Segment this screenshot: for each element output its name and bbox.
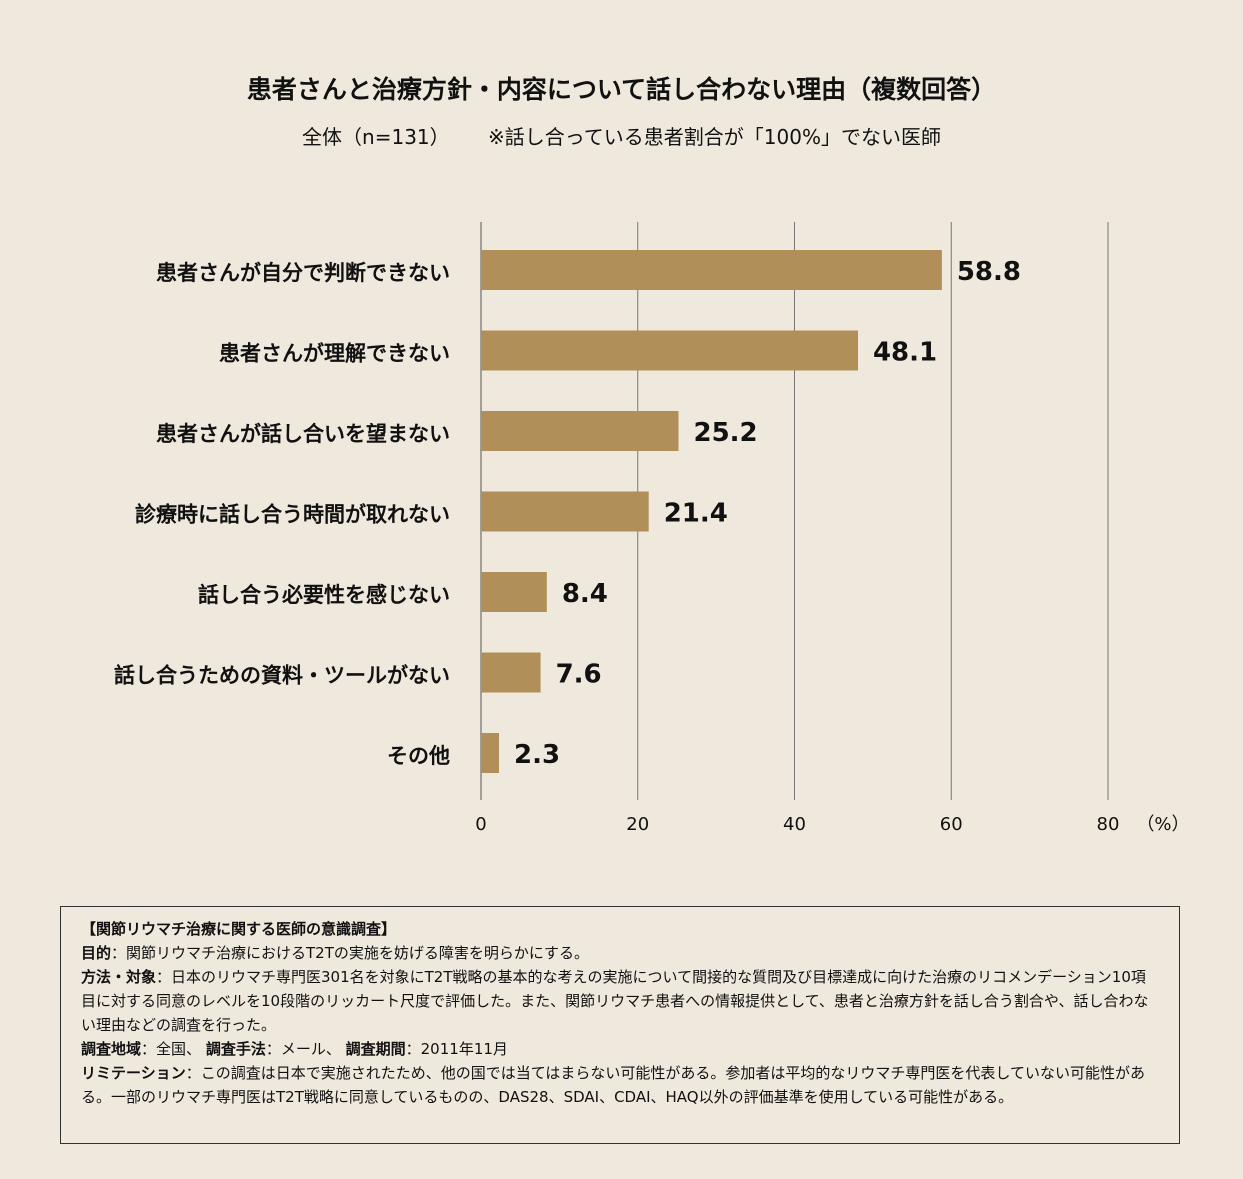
chart-subtitle: 全体（n=131） ※話し合っている患者割合が「100%」でない医師 <box>0 121 1243 150</box>
x-tick-label: 0 <box>475 814 486 835</box>
bar <box>481 250 942 290</box>
bar <box>481 733 500 773</box>
x-tick-label: 20 <box>626 814 649 835</box>
x-tick-label: 80 <box>1097 814 1120 835</box>
note-method: 方法・対象：日本のリウマチ専門医301名を対象にT2T戦略の基本的な考えの実施に… <box>81 968 1149 1034</box>
sample-size: 全体（n=131） <box>302 125 450 149</box>
category-label: 患者さんが自分で判断できない <box>156 261 450 285</box>
category-label: 話し合うための資料・ツールがない <box>114 664 450 688</box>
bar <box>481 411 679 451</box>
bar <box>481 572 547 612</box>
data-label: 8.4 <box>562 579 608 609</box>
data-label: 58.8 <box>957 257 1021 287</box>
category-label: その他 <box>387 744 450 768</box>
note-heading: 【関節リウマチ治療に関する医師の意識調査】 <box>81 920 397 938</box>
x-tick-label: 40 <box>783 814 806 835</box>
note-survey-info: 調査地域：全国、 調査手法：メール、 調査期間：2011年11月 <box>81 1040 508 1058</box>
x-tick-label: 60 <box>940 814 963 835</box>
category-label: 話し合う必要性を感じない <box>198 583 450 607</box>
bar <box>481 652 541 693</box>
bar-chart: 0 20 40 60 80 （%） 58.8 患者さんが自分で判断できない 48.1 患者さんが理… <box>114 222 1190 835</box>
note-limitation: リミテーション：この調査は日本で実施されたため、他の国では当てはまらない可能性が… <box>81 1064 1145 1106</box>
data-label: 21.4 <box>664 499 728 529</box>
survey-note-box: 【関節リウマチ治療に関する医師の意識調査】 目的：関節リウマチ治療におけるT2T… <box>60 906 1180 1144</box>
x-unit-label: （%） <box>1136 814 1189 835</box>
data-label: 25.2 <box>694 418 758 448</box>
bar <box>481 491 649 532</box>
subtitle-note: ※話し合っている患者割合が「100%」でない医師 <box>488 125 941 149</box>
note-purpose: 目的：関節リウマチ治療におけるT2Tの実施を妨げる障害を明らかにする。 <box>81 944 590 962</box>
category-label: 診療時に話し合う時間が取れない <box>135 503 450 527</box>
chart-title: 患者さんと治療方針・内容について話し合わない理由（複数回答） <box>246 75 997 104</box>
bar <box>481 330 858 371</box>
data-label: 7.6 <box>556 660 602 690</box>
category-label: 患者さんが話し合いを望まない <box>156 422 450 446</box>
data-label: 48.1 <box>873 338 937 368</box>
data-label: 2.3 <box>514 740 560 770</box>
category-label: 患者さんが理解できない <box>219 342 450 366</box>
